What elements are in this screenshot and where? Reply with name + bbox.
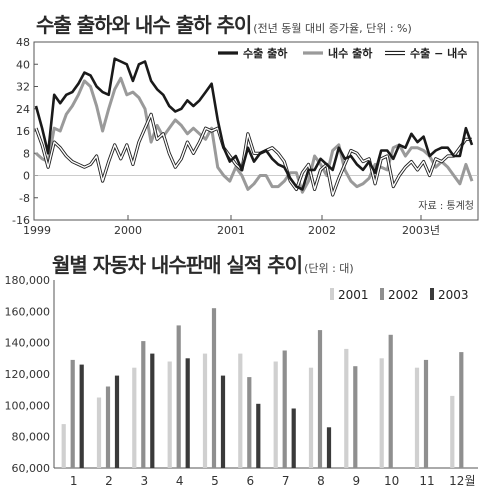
y-tick-label: 160,000 [5, 305, 51, 318]
legend-label: 2001 [338, 288, 369, 302]
x-tick-label: 10 [384, 474, 399, 488]
bar-chart-title-main: 월별 자동차 내수판매 실적 추이 [52, 253, 303, 277]
bar-2002 [317, 330, 323, 468]
y-tick-label: -16 [12, 214, 30, 227]
bar-2003 [220, 375, 226, 468]
bar-2003 [256, 403, 261, 468]
legend-label: 2002 [388, 288, 419, 302]
bar-2002 [176, 325, 181, 468]
bar-2002 [353, 366, 358, 468]
y-tick-label: 80,000 [12, 431, 51, 444]
legend-label: 2003 [438, 288, 469, 302]
bar-2001 [379, 358, 384, 468]
line-legend: 수출 출하 내수 출하 수출 − 내수 [218, 46, 467, 60]
bar-2002 [247, 377, 252, 468]
bar-chart-subtitle: (단위 : 대) [304, 262, 354, 275]
bar-2003 [291, 408, 296, 468]
y-tick-label: 40 [16, 58, 30, 71]
bar-2002 [459, 352, 464, 468]
x-tick-label: 1999 [23, 224, 51, 237]
x-tick-label: 8 [317, 474, 325, 488]
bar-2001 [96, 397, 102, 468]
bar-2001 [238, 353, 243, 468]
bar-2001 [344, 348, 349, 468]
x-tick-label: 3 [141, 474, 149, 488]
x-tick-label: 2 [105, 474, 113, 488]
bar-2001 [61, 424, 66, 468]
bar-2001 [273, 361, 278, 468]
bar-2002 [282, 350, 287, 468]
y-tick-label: 16 [16, 125, 30, 138]
bar-2001 [450, 395, 455, 468]
legend-label: 수출 출하 [243, 46, 288, 60]
y-tick-label: 8 [23, 147, 30, 160]
bar-2003 [114, 375, 120, 468]
y-tick-label: 180,000 [5, 274, 51, 287]
line-chart-subtitle: (전년 동월 대비 증가율, 단위 : %) [253, 22, 412, 35]
bar-2002 [105, 386, 111, 468]
x-tick-label: 9 [353, 474, 361, 488]
legend-swatch [380, 288, 384, 300]
x-tick-label: 6 [247, 474, 255, 488]
bar-2002 [388, 334, 393, 468]
bar-2001 [308, 367, 314, 468]
bar-2003 [79, 364, 84, 468]
y-tick-label: -8 [19, 192, 30, 205]
bar-2002 [211, 308, 217, 468]
series-line-export [34, 57, 474, 191]
bar-2003 [185, 358, 190, 468]
x-tick-label: 7 [282, 474, 290, 488]
bar-2001 [414, 367, 420, 468]
bar-2001 [132, 367, 137, 468]
x-tick-label: 1 [70, 474, 78, 488]
legend-swatch [330, 288, 334, 300]
x-tick-label: 12월 [449, 474, 475, 488]
bar-2002 [70, 359, 75, 468]
y-tick-label: 140,000 [5, 337, 51, 350]
line-chart-title-main: 수출 출하와 내수 출하 추이 [36, 13, 252, 37]
legend-label: 수출 − 내수 [410, 46, 467, 60]
bar-2001 [202, 353, 208, 468]
x-tick-label: 2001 [217, 224, 245, 237]
y-tick-label: 100,000 [5, 399, 51, 412]
x-tick-label: 11 [419, 474, 434, 488]
y-tick-label: 120,000 [5, 368, 51, 381]
bar-chart-title: 월별 자동차 내수판매 실적 추이 (단위 : 대) [52, 249, 354, 278]
y-tick-label: 48 [16, 36, 30, 49]
x-tick-label: 4 [176, 474, 184, 488]
bar-2002 [423, 359, 429, 468]
bar-2001 [167, 361, 172, 468]
x-tick-label: 2002 [308, 224, 336, 237]
bar-2002 [141, 341, 146, 468]
x-tick-label: 2003년 [402, 224, 440, 237]
legend-label: 내수 출하 [328, 46, 373, 60]
bar-2003 [150, 353, 155, 468]
y-tick-label: 32 [16, 81, 30, 94]
series-line-diff [35, 113, 472, 196]
legend-swatch [430, 288, 434, 300]
bar-2003 [326, 427, 332, 468]
source-note: 자료 : 통계청 [418, 200, 474, 212]
line-chart-title: 수출 출하와 내수 출하 추이 (전년 동월 대비 증가율, 단위 : %) [36, 9, 412, 38]
x-tick-label: 5 [211, 474, 219, 488]
bar-legend: 2001 2002 2003 [330, 288, 469, 302]
y-tick-label: 0 [23, 170, 30, 183]
x-tick-label: 2000 [114, 224, 142, 237]
y-tick-label: 60,000 [12, 462, 51, 475]
y-tick-label: 24 [16, 103, 30, 116]
